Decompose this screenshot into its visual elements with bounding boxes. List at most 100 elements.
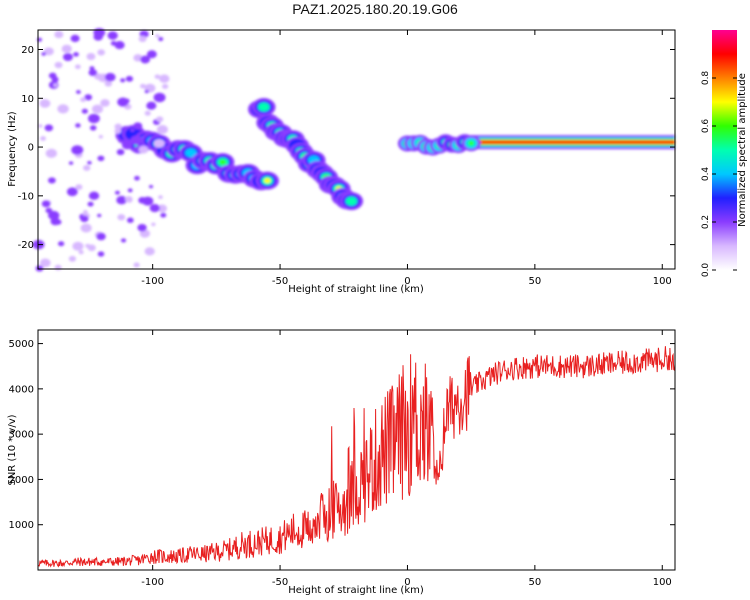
heatmap-scattered-noise (130, 128, 135, 132)
heatmap-scattered-noise (66, 187, 78, 197)
heatmap-scattered-noise (114, 123, 122, 130)
heatmap-scattered-noise (116, 195, 127, 205)
heatmap-scattered-noise (154, 74, 161, 79)
snr-y-tick-label: 3000 (9, 430, 34, 441)
heatmap-scattered-noise (126, 217, 134, 223)
spectrogram-x-tick-label: -100 (141, 276, 164, 287)
heatmap-scattered-noise (61, 44, 72, 53)
heatmap-scattered-noise (104, 80, 113, 87)
heatmap-scattered-noise (39, 258, 51, 268)
heatmap-scattered-noise (54, 219, 62, 225)
heatmap-scattered-noise (114, 128, 122, 134)
spectrogram-y-tick-label: -10 (18, 191, 34, 202)
heatmap-scattered-noise (76, 90, 81, 94)
heatmap-scattered-noise (41, 200, 51, 208)
colorbar-tick-label: 0.2 (701, 215, 711, 229)
snr-x-tick-label: -50 (272, 577, 288, 588)
heatmap-scattered-noise (72, 241, 84, 251)
heatmap-features (32, 27, 675, 272)
heatmap-scattered-noise (120, 78, 126, 83)
heatmap-scattered-noise (148, 184, 154, 189)
heatmap-scattered-noise (104, 72, 116, 82)
colorbar-tick-label: 0.8 (701, 71, 711, 86)
heatmap-scattered-noise (73, 52, 79, 57)
colorbar-label: Normalized spectral amplitude (737, 73, 748, 227)
heatmap-scattered-noise (75, 184, 83, 190)
heatmap-scattered-noise (43, 47, 54, 56)
heatmap-scattered-noise (114, 41, 125, 50)
heatmap-scattered-noise (134, 175, 140, 181)
snr-frame (37, 329, 676, 571)
heatmap-scattered-noise (89, 66, 95, 71)
heatmap-scattered-noise (38, 124, 43, 128)
heatmap-scattered-noise (84, 94, 93, 101)
heatmap-scattered-noise (74, 64, 81, 70)
heatmap-scattered-noise (130, 135, 143, 145)
heatmap-scattered-noise (80, 215, 89, 223)
heatmap-scattered-noise (155, 34, 160, 38)
heatmap-steady-carrier-line (471, 140, 675, 144)
heatmap-scattered-noise (139, 83, 146, 89)
spectrogram-ylabel: Frequency (Hz) (7, 111, 18, 187)
heatmap-scattered-noise (159, 74, 170, 83)
heatmap-scattered-noise (121, 139, 130, 146)
heatmap-scattered-noise (87, 160, 92, 165)
spectrogram-y-tick-label: 10 (21, 94, 34, 105)
heatmap-scattered-noise (88, 191, 100, 200)
heatmap-scattered-noise (151, 222, 156, 227)
heatmap-scattered-noise (54, 264, 62, 271)
heatmap-scattered-noise (80, 223, 92, 233)
heatmap-scattered-noise (97, 251, 105, 257)
spectrogram-x-tick-label: 100 (653, 276, 672, 287)
heatmap-scattered-noise (160, 212, 167, 218)
snr-y-tick-label: 2000 (9, 475, 34, 486)
heatmap-lower-descending-branch (264, 178, 271, 184)
heatmap-scattered-noise (93, 27, 106, 38)
snr-y-tick-label: 4000 (9, 384, 34, 395)
colorbar-tick-label: 0.6 (701, 119, 711, 134)
spectrogram-x-tick-label: 0 (404, 276, 410, 287)
heatmap-scattered-noise (124, 196, 133, 203)
heatmap-scattered-noise (52, 77, 59, 83)
spectrogram-y-tick-label: 0 (28, 143, 34, 154)
heatmap-scattered-noise (127, 188, 133, 193)
heatmap-scattered-noise (125, 75, 134, 82)
heatmap-scattered-noise (117, 97, 129, 107)
heatmap-scattered-noise (156, 116, 164, 123)
heatmap-scattered-noise (71, 145, 84, 155)
heatmap-scattered-noise (144, 110, 151, 116)
colorbar-ticks: 0.0 0.2 0.4 0.6 0.8 (701, 71, 737, 277)
colorbar-tick-label: 0.4 (701, 167, 711, 182)
heatmap-scattered-noise (54, 30, 64, 39)
snr-axes: -100 -50 0 50 100 1000 2000 3000 4000 5000 (9, 330, 675, 588)
colorbar-ramp (712, 30, 737, 270)
heatmap-scattered-noise (97, 49, 106, 56)
heatmap-scattered-noise (57, 104, 69, 114)
heatmap-scattered-noise (133, 122, 143, 130)
heatmap-scattered-noise (158, 195, 163, 200)
snr-x-tick-label: 0 (404, 577, 410, 588)
heatmap-scattered-noise (39, 99, 51, 108)
heatmap-scattered-noise (48, 210, 60, 220)
heatmap-carrier-onset (468, 141, 474, 146)
snr-y-tick-label: 5000 (9, 339, 34, 350)
heatmap-scattered-noise (87, 113, 100, 124)
heatmap-upper-descending-branch (260, 104, 268, 110)
heatmap-scattered-noise (78, 250, 84, 255)
heatmap-scattered-noise (146, 50, 157, 59)
heatmap-scattered-noise (54, 61, 63, 69)
heatmap-scattered-noise (97, 155, 105, 162)
heatmap-scattered-noise (117, 214, 126, 221)
heatmap-scattered-noise (156, 125, 168, 134)
heatmap-scattered-noise (149, 203, 160, 213)
spectrogram-x-tick-label: -50 (272, 276, 288, 287)
heatmap-scattered-noise (139, 229, 151, 238)
heatmap-scattered-noise (87, 244, 96, 252)
snr-panel: -100 -50 0 50 100 1000 2000 3000 4000 5000 Height… (7, 329, 676, 596)
heatmap-scattered-noise (158, 37, 164, 42)
heatmap-lower-descending-branch (130, 131, 137, 137)
snr-xlabel: Height of straight line (km) (288, 585, 424, 596)
heatmap-lower-descending-branch (219, 159, 226, 165)
heatmap-scattered-noise (62, 53, 73, 62)
